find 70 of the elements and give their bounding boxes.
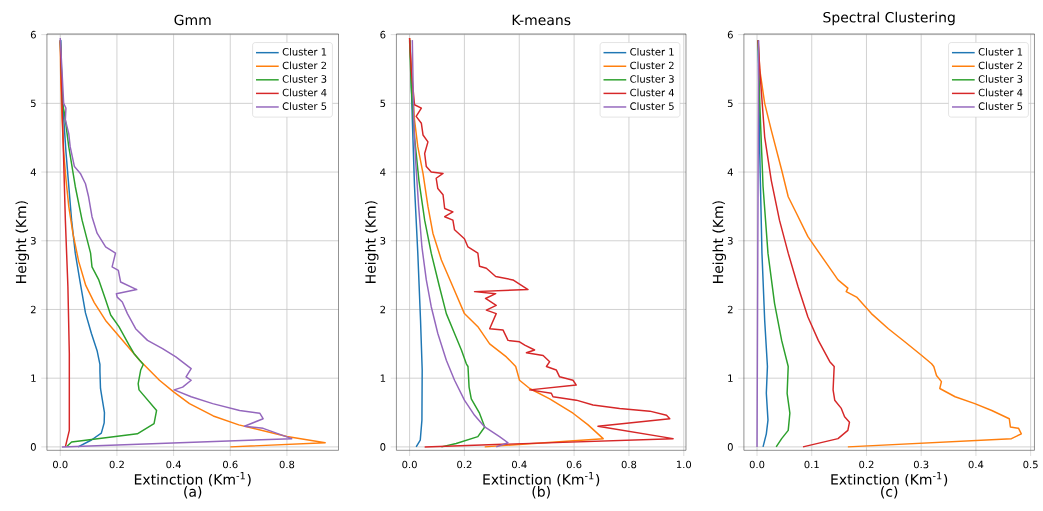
x-axis-title: Extinction (Km$^{-1}$)	[134, 471, 251, 487]
y-tick-label: 0	[380, 443, 386, 451]
x-tick-label: 1.0	[676, 460, 692, 469]
legend-label: Cluster 3	[630, 74, 674, 83]
y-tick-label: 0	[727, 443, 733, 451]
y-tick-label: 3	[727, 236, 733, 245]
y-axis-title: Height (Km)	[15, 201, 30, 283]
x-tick-label: 0.5	[1023, 460, 1038, 469]
chart-title: K-means	[512, 14, 571, 26]
x-tick-label: 0.4	[511, 460, 527, 469]
y-axis-title: Height (Km)	[712, 201, 726, 283]
x-axis-title: Extinction (Km$^{-1}$)	[831, 471, 948, 487]
y-tick-label: 2	[727, 305, 733, 314]
legend-label: Cluster 4	[630, 88, 675, 97]
x-tick-label: 0.2	[109, 460, 124, 469]
chart-title: Gmm	[174, 14, 211, 26]
legend-label: Cluster 4	[282, 88, 327, 97]
line-series	[411, 39, 509, 448]
y-tick-label: 6	[380, 30, 386, 39]
x-axis-title: Extinction (Km$^{-1}$)	[483, 471, 600, 487]
y-tick-label: 5	[727, 99, 733, 107]
line-series	[408, 37, 674, 448]
line-series	[756, 39, 760, 448]
y-tick-label: 3	[380, 236, 386, 245]
x-tick-label: 0.0	[749, 460, 765, 469]
x-tick-label: 0.1	[804, 460, 819, 469]
y-tick-label: 3	[30, 236, 36, 245]
x-tick-label: 0.0	[402, 460, 417, 469]
y-axis-title: Height (Km)	[365, 201, 379, 283]
x-tick-label: 0.8	[621, 460, 637, 469]
x-tick-label: 0.6	[566, 460, 582, 469]
y-tick-label: 2	[380, 305, 386, 314]
y-tick-label: 5	[380, 99, 386, 107]
y-tick-label: 4	[727, 168, 733, 176]
line-series	[757, 39, 791, 448]
text: (b)	[532, 485, 550, 499]
legend-label: Cluster 1	[282, 47, 327, 56]
legend-label: Cluster 5	[978, 102, 1023, 110]
y-tick-label: 4	[380, 168, 386, 176]
x-tick-label: 0.2	[457, 460, 472, 469]
x-tick-label: 0.8	[279, 460, 295, 469]
y-tick-label: 4	[30, 168, 36, 176]
text: (c)	[881, 485, 898, 499]
x-tick-label: 0.2	[859, 460, 874, 469]
y-tick-label: 1	[728, 374, 733, 382]
y-tick-label: 1	[380, 374, 386, 382]
legend-label: Cluster 3	[978, 74, 1023, 83]
y-tick-label: 6	[30, 30, 36, 39]
x-tick-label: 0.6	[222, 460, 238, 469]
line-series	[757, 39, 851, 448]
chart-title: Spectral Clustering	[823, 11, 955, 26]
legend-label: Cluster 3	[282, 74, 327, 83]
y-tick-label: 5	[30, 99, 36, 107]
text: (a)	[184, 485, 202, 499]
legend-label: Cluster 1	[630, 47, 674, 56]
x-tick-label: 0.4	[968, 460, 984, 469]
y-tick-label: 1	[31, 374, 36, 382]
x-tick-label: 0.3	[913, 460, 929, 469]
y-tick-label: 2	[30, 305, 36, 314]
legend-label: Cluster 4	[978, 88, 1023, 97]
legend-label: Cluster 5	[282, 102, 327, 110]
y-tick-label: 0	[30, 443, 36, 451]
legend-label: Cluster 1	[978, 47, 1023, 56]
legend-label: Cluster 2	[630, 61, 674, 70]
legend-label: Cluster 5	[630, 102, 674, 110]
legend-label: Cluster 2	[282, 61, 327, 70]
x-tick-label: 0.0	[52, 460, 68, 469]
y-tick-label: 6	[727, 30, 733, 39]
x-tick-label: 0.4	[166, 460, 181, 469]
legend-label: Cluster 2	[978, 61, 1023, 70]
